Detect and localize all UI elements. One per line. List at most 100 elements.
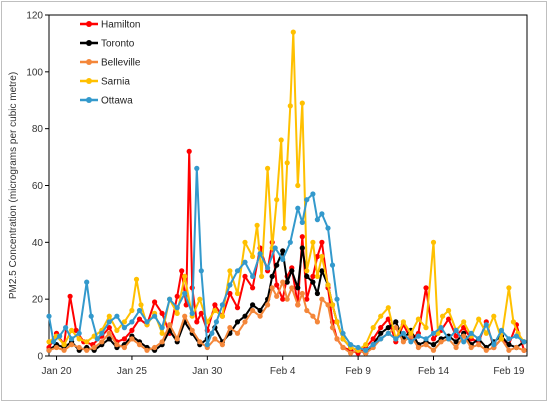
data-point	[227, 268, 233, 274]
data-point	[257, 307, 263, 314]
data-point	[265, 302, 271, 308]
data-point	[310, 279, 316, 285]
data-point	[174, 310, 180, 316]
data-point	[274, 293, 280, 299]
data-point	[329, 325, 336, 331]
data-point	[257, 313, 263, 319]
data-point	[280, 256, 286, 262]
x-tick-label: Feb 14	[418, 366, 450, 377]
legend-swatch-marker	[86, 78, 92, 84]
legend-swatch-marker	[86, 59, 92, 65]
data-point	[476, 316, 482, 322]
data-point	[106, 325, 112, 331]
data-point	[340, 344, 346, 351]
data-point	[189, 310, 195, 316]
data-point	[289, 285, 295, 291]
data-point	[272, 245, 278, 251]
data-point	[213, 319, 219, 325]
data-point	[152, 299, 158, 305]
data-point	[198, 268, 204, 274]
data-point	[408, 330, 414, 336]
data-point	[174, 305, 180, 311]
data-point	[280, 296, 286, 302]
data-point	[106, 336, 112, 342]
data-point	[67, 293, 73, 299]
data-point	[159, 330, 165, 336]
data-point	[304, 273, 310, 279]
legend-swatch-marker	[86, 40, 92, 46]
data-point	[114, 342, 120, 348]
data-point	[319, 268, 325, 274]
data-point	[461, 319, 467, 325]
data-point	[69, 327, 75, 333]
data-point	[281, 225, 287, 231]
data-point	[129, 336, 135, 342]
data-point	[121, 319, 127, 325]
data-point	[152, 313, 158, 319]
data-point	[242, 259, 248, 265]
data-point	[53, 344, 60, 351]
data-point	[513, 333, 519, 339]
data-point	[461, 333, 467, 339]
data-point	[57, 333, 63, 339]
data-point	[370, 325, 376, 331]
data-point	[242, 273, 248, 279]
data-point	[310, 273, 316, 279]
data-point	[453, 327, 459, 333]
data-point	[400, 339, 406, 345]
data-point	[287, 103, 293, 109]
data-point	[94, 336, 100, 342]
data-point	[355, 344, 361, 351]
data-point	[304, 307, 310, 314]
data-point	[299, 290, 305, 297]
data-point	[280, 279, 286, 285]
data-point	[265, 165, 271, 171]
data-point	[197, 296, 203, 302]
data-point	[84, 279, 90, 285]
data-point	[114, 327, 120, 333]
data-point	[329, 262, 336, 268]
data-point	[209, 330, 215, 336]
data-point	[129, 307, 135, 314]
data-point	[242, 239, 248, 245]
data-point	[430, 347, 437, 353]
data-point	[289, 268, 295, 274]
data-point	[136, 316, 143, 322]
data-point	[476, 336, 482, 342]
data-point	[468, 330, 474, 336]
data-point	[295, 285, 301, 291]
data-point	[69, 342, 75, 348]
data-point	[440, 313, 446, 319]
data-point	[314, 319, 320, 325]
data-point	[325, 282, 331, 288]
data-point	[446, 336, 452, 342]
data-point	[325, 302, 331, 308]
data-point	[284, 160, 290, 166]
data-point	[121, 336, 127, 342]
data-point	[274, 197, 280, 203]
data-point	[314, 273, 320, 279]
x-tick-label: Jan 20	[42, 366, 72, 377]
data-point	[84, 347, 90, 353]
data-point	[121, 325, 127, 331]
data-point	[295, 205, 301, 211]
data-point	[506, 336, 512, 342]
data-point	[438, 325, 444, 331]
data-point	[453, 333, 459, 339]
legend: Hamilton Toronto Belleville Sarnia Ottawa	[80, 20, 141, 107]
data-point	[212, 302, 218, 308]
data-point	[234, 330, 241, 336]
data-point	[319, 239, 325, 245]
legend-label: Toronto	[101, 39, 135, 50]
data-point	[219, 342, 225, 348]
data-point	[363, 342, 369, 348]
data-point	[295, 182, 301, 189]
data-point	[476, 342, 482, 348]
data-point	[325, 225, 331, 231]
y-tick-label: 120	[26, 11, 43, 22]
x-tick-label: Jan 25	[117, 366, 147, 377]
data-point	[159, 325, 165, 331]
data-point	[290, 29, 296, 35]
legend-label: Sarnia	[101, 77, 130, 88]
data-point	[385, 305, 391, 311]
